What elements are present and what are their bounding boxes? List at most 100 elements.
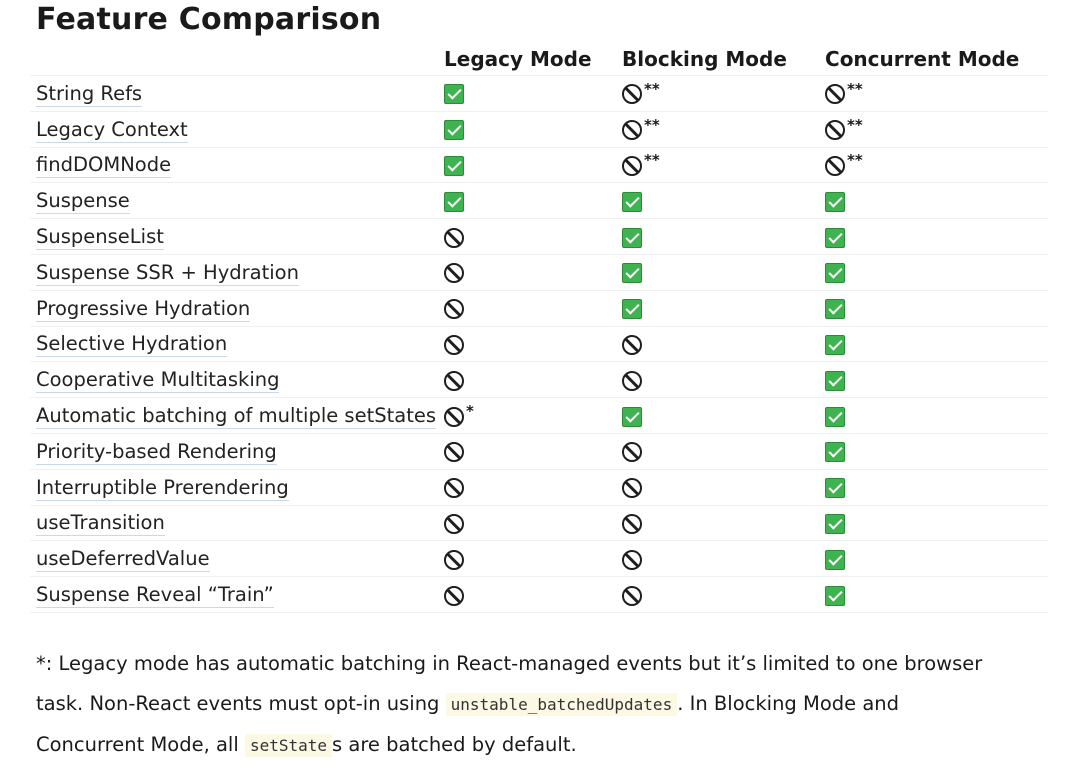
support-cell bbox=[436, 505, 615, 542]
support-cell bbox=[614, 433, 818, 470]
prohibited-icon bbox=[444, 370, 465, 391]
checkbox-checked-icon bbox=[825, 549, 846, 570]
prohibited-icon bbox=[622, 549, 643, 570]
table-row: Suspense Reveal “Train” bbox=[30, 576, 1048, 613]
support-cell bbox=[614, 505, 818, 542]
footnote-text: *: Legacy mode has automatic batching in… bbox=[36, 644, 996, 766]
feature-column-header bbox=[30, 42, 437, 76]
feature-link[interactable]: Cooperative Multitasking bbox=[36, 368, 280, 394]
support-cell bbox=[436, 290, 615, 327]
prohibited-icon bbox=[825, 155, 846, 176]
feature-cell: Suspense SSR + Hydration bbox=[30, 254, 437, 291]
support-cell bbox=[436, 469, 615, 506]
support-cell bbox=[436, 576, 615, 613]
page-title: Feature Comparison bbox=[36, 2, 382, 37]
column-header-blocking-mode: Blocking Mode bbox=[614, 42, 818, 76]
support-cell bbox=[817, 290, 1048, 327]
footnote-text-part-3: s are batched by default. bbox=[332, 733, 577, 756]
checkbox-checked-icon bbox=[825, 191, 846, 212]
support-cell bbox=[817, 433, 1048, 470]
support-cell: ** bbox=[614, 75, 818, 112]
footnote-marker: ** bbox=[847, 115, 863, 134]
feature-cell: Interruptible Prerendering bbox=[30, 469, 437, 506]
feature-link[interactable]: findDOMNode bbox=[36, 153, 172, 179]
feature-cell: useDeferredValue bbox=[30, 540, 437, 578]
table-body: String Refs ** ** Legacy Context ** ** findDOM… bbox=[30, 75, 1048, 613]
footnote-marker: ** bbox=[847, 151, 863, 170]
prohibited-icon bbox=[825, 120, 846, 141]
feature-link[interactable]: Interruptible Prerendering bbox=[36, 475, 289, 501]
table-row: SuspenseList bbox=[30, 218, 1048, 255]
column-header-concurrent-mode: Concurrent Mode bbox=[817, 42, 1048, 76]
checkbox-checked-icon bbox=[622, 191, 643, 212]
support-cell bbox=[614, 290, 818, 327]
code-setstate: setState bbox=[244, 734, 333, 757]
support-cell bbox=[817, 469, 1048, 506]
table-row: Interruptible Prerendering bbox=[30, 469, 1048, 506]
feature-link[interactable]: String Refs bbox=[36, 81, 143, 107]
feature-link[interactable]: Suspense bbox=[36, 189, 130, 215]
feature-cell: Suspense Reveal “Train” bbox=[30, 576, 437, 613]
feature-link[interactable]: SuspenseList bbox=[36, 225, 164, 251]
feature-link[interactable]: Selective Hydration bbox=[36, 332, 228, 358]
feature-link[interactable]: Progressive Hydration bbox=[36, 296, 251, 322]
prohibited-icon bbox=[444, 478, 465, 499]
prohibited-icon bbox=[622, 84, 643, 105]
footnote-marker: ** bbox=[644, 115, 660, 134]
prohibited-icon bbox=[444, 334, 465, 355]
support-cell bbox=[614, 182, 818, 220]
feature-cell: String Refs bbox=[30, 75, 437, 112]
feature-link[interactable]: Automatic batching of multiple setStates bbox=[36, 404, 437, 430]
feature-cell: Suspense bbox=[30, 182, 437, 220]
feature-link[interactable]: Suspense Reveal “Train” bbox=[36, 583, 274, 609]
prohibited-icon bbox=[444, 549, 465, 570]
prohibited-icon bbox=[622, 585, 643, 606]
support-cell bbox=[817, 326, 1048, 363]
prohibited-icon bbox=[622, 478, 643, 499]
support-cell bbox=[614, 576, 818, 613]
support-cell bbox=[614, 326, 818, 363]
checkbox-checked-icon bbox=[825, 406, 846, 427]
feature-link[interactable]: useDeferredValue bbox=[36, 547, 210, 573]
support-cell bbox=[436, 147, 615, 184]
column-header-legacy-mode: Legacy Mode bbox=[436, 42, 615, 76]
support-cell bbox=[436, 326, 615, 363]
support-cell: ** bbox=[817, 147, 1048, 184]
feature-link[interactable]: useTransition bbox=[36, 511, 165, 537]
table-row: useTransition bbox=[30, 505, 1048, 542]
feature-link[interactable]: Legacy Context bbox=[36, 117, 188, 143]
support-cell: ** bbox=[817, 75, 1048, 112]
checkbox-checked-icon bbox=[825, 227, 846, 248]
prohibited-icon bbox=[825, 84, 846, 105]
support-cell bbox=[436, 111, 615, 148]
table-row: Priority-based Rendering bbox=[30, 433, 1048, 470]
prohibited-icon bbox=[622, 442, 643, 463]
support-cell bbox=[614, 397, 818, 434]
support-cell bbox=[817, 218, 1048, 255]
support-cell bbox=[817, 540, 1048, 578]
prohibited-icon bbox=[622, 334, 643, 355]
footnote: *: Legacy mode has automatic batching in… bbox=[36, 644, 996, 766]
checkbox-checked-icon bbox=[622, 227, 643, 248]
footnote-marker: * bbox=[466, 402, 474, 421]
feature-link[interactable]: Priority-based Rendering bbox=[36, 439, 277, 465]
feature-link[interactable]: Suspense SSR + Hydration bbox=[36, 260, 299, 286]
footnote-text-part-1: *: Legacy mode has automatic batching in… bbox=[36, 652, 983, 715]
checkbox-checked-icon bbox=[444, 191, 465, 212]
table-row: Cooperative Multitasking bbox=[30, 361, 1048, 399]
support-cell bbox=[436, 254, 615, 291]
checkbox-checked-icon bbox=[825, 299, 846, 320]
support-cell bbox=[817, 182, 1048, 220]
support-cell bbox=[436, 433, 615, 470]
feature-cell: SuspenseList bbox=[30, 218, 437, 255]
support-cell bbox=[614, 469, 818, 506]
checkbox-checked-icon bbox=[825, 442, 846, 463]
support-cell bbox=[436, 75, 615, 112]
prohibited-icon bbox=[444, 406, 465, 427]
support-cell bbox=[436, 540, 615, 578]
table-row: String Refs ** ** bbox=[30, 75, 1048, 112]
checkbox-checked-icon bbox=[825, 334, 846, 355]
checkbox-checked-icon bbox=[825, 263, 846, 284]
table-row: Legacy Context ** ** bbox=[30, 111, 1048, 148]
checkbox-checked-icon bbox=[825, 478, 846, 499]
